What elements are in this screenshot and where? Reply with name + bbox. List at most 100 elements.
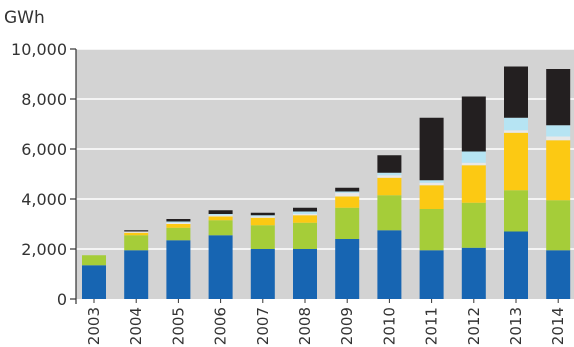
bar-segment — [504, 66, 528, 118]
bar-segment — [250, 215, 275, 217]
y-tick-label: 6,000 — [21, 140, 67, 159]
bar-stack — [293, 207, 317, 299]
x-tick-label: 2004 — [127, 307, 145, 345]
y-axis-ticks: 0 2,000 4,000 6,000 8,000 10,000 — [11, 40, 76, 309]
x-tick-label: 2014 — [549, 307, 567, 345]
x-tick-label: 2007 — [254, 307, 272, 345]
bar-segment — [166, 240, 191, 299]
bar-segment — [546, 140, 571, 201]
gridlines — [76, 48, 574, 250]
bar-stack — [250, 212, 275, 299]
bars — [82, 66, 571, 299]
bar-segment — [546, 200, 571, 251]
bar-segment — [335, 192, 360, 197]
bar-segment — [208, 214, 233, 216]
bar-stack — [166, 219, 191, 299]
x-tick-label: 2010 — [380, 307, 398, 345]
x-tick-label: 2003 — [85, 307, 103, 345]
bar-segment — [546, 250, 571, 299]
bar-segment — [504, 130, 528, 133]
bar-segment — [166, 222, 191, 224]
bar-segment — [293, 207, 317, 212]
x-tick-label: 2006 — [212, 307, 230, 345]
bar-segment — [419, 185, 444, 209]
bar-segment — [419, 182, 444, 186]
bar-segment — [461, 151, 486, 163]
bar-segment — [208, 216, 233, 221]
bar-segment — [504, 117, 528, 131]
bar-segment — [546, 125, 571, 137]
bar-segment — [335, 191, 360, 193]
bar-segment — [124, 250, 149, 299]
bar-segment — [461, 165, 486, 203]
y-tick-label: 2,000 — [21, 240, 67, 259]
bar-segment — [419, 209, 444, 251]
bar-segment — [124, 232, 149, 236]
y-tick-label: 4,000 — [21, 190, 67, 209]
bar-stack — [419, 117, 444, 299]
bar-segment — [166, 221, 191, 223]
bar-segment — [377, 195, 402, 231]
bar-segment — [377, 177, 402, 196]
bar-segment — [335, 196, 360, 208]
bar-segment — [166, 219, 191, 222]
bar-segment — [546, 69, 571, 126]
bar-segment — [335, 239, 360, 299]
bar-segment — [461, 202, 486, 248]
bar-segment — [377, 230, 402, 299]
bar-segment — [377, 155, 402, 173]
bar-segment — [546, 136, 571, 141]
y-axis-label: GWh — [4, 8, 45, 28]
bar-segment — [461, 162, 486, 166]
bar-segment — [419, 117, 444, 181]
bar-segment — [293, 249, 317, 299]
bar-segment — [250, 249, 275, 299]
bar-segment — [504, 132, 528, 191]
bar-segment — [461, 247, 486, 299]
x-tick-label: 2005 — [169, 307, 187, 345]
bar-stack — [335, 187, 360, 299]
y-tick-label: 10,000 — [11, 40, 67, 59]
bar-segment — [166, 227, 191, 241]
bar-segment — [293, 222, 317, 249]
bar-segment — [124, 231, 149, 233]
bar-segment — [293, 215, 317, 223]
bar-segment — [293, 214, 317, 216]
bar-segment — [124, 230, 149, 232]
bar-segment — [250, 225, 275, 249]
bar-stack — [82, 255, 106, 299]
x-axis-ticks: 2003 2004 2005 2006 2007 2008 2009 2010 2011 2012… — [85, 299, 567, 345]
bar-segment — [124, 235, 149, 251]
y-tick-label: 8,000 — [21, 90, 67, 109]
x-tick-label: 2013 — [507, 307, 525, 345]
bar-segment — [419, 180, 444, 183]
bar-segment — [82, 265, 106, 299]
bar-segment — [377, 172, 402, 176]
x-tick-label: 2008 — [296, 307, 314, 345]
bar-segment — [377, 175, 402, 178]
bar-segment — [208, 220, 233, 236]
bar-segment — [335, 187, 360, 192]
bar-segment — [208, 210, 233, 214]
bar-stack — [504, 66, 528, 299]
bar-segment — [504, 231, 528, 299]
bar-segment — [335, 207, 360, 239]
x-tick-label: 2011 — [423, 307, 441, 345]
bar-segment — [293, 211, 317, 214]
x-tick-label: 2009 — [338, 307, 356, 345]
bar-segment — [250, 212, 275, 216]
bar-segment — [208, 235, 233, 299]
y-tick-label: 0 — [57, 290, 67, 309]
bar-stack — [208, 210, 233, 299]
bar-segment — [461, 96, 486, 152]
bar-stack — [377, 155, 402, 299]
x-tick-label: 2012 — [465, 307, 483, 345]
bar-stack — [546, 69, 571, 299]
bar-segment — [419, 250, 444, 299]
plot-area — [76, 49, 574, 299]
bar-segment — [250, 216, 275, 218]
bar-segment — [82, 255, 106, 266]
bar-segment — [504, 190, 528, 232]
